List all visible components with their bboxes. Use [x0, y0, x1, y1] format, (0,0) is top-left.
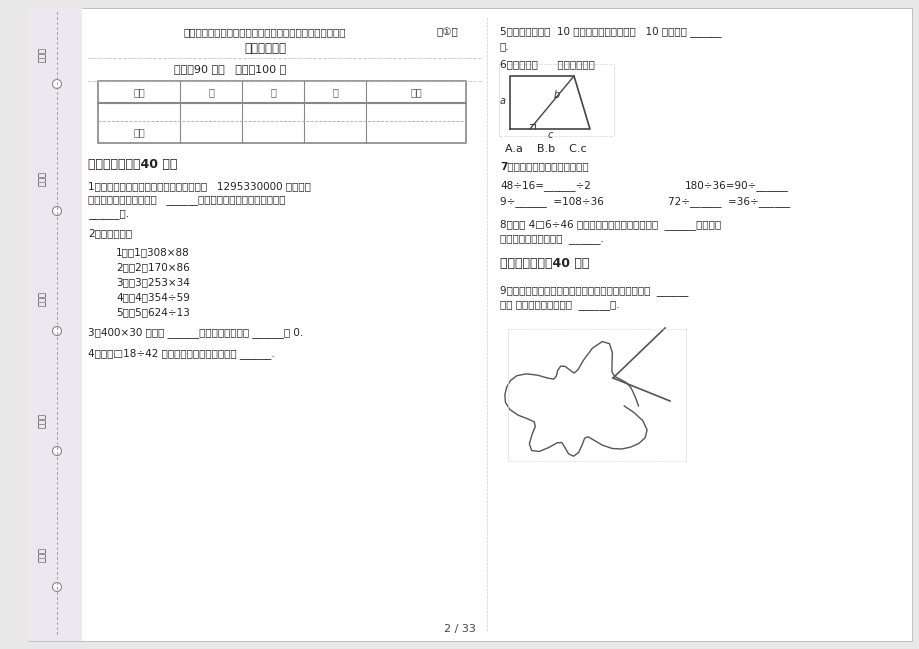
Text: A.a    B.b    C.c: A.a B.b C.c	[505, 144, 586, 154]
Bar	[98, 81, 466, 143]
Text: 48÷16=______÷2: 48÷16=______÷2	[499, 180, 590, 191]
Text: 180÷36=90÷______: 180÷36=90÷______	[685, 180, 788, 191]
Text: 姓名：: 姓名：	[38, 291, 47, 306]
Text: 5．（5）624÷13: 5．（5）624÷13	[116, 307, 189, 317]
Text: 9÷______  =108÷36: 9÷______ =108÷36	[499, 197, 603, 208]
Text: 题号: 题号	[133, 87, 144, 97]
Circle shape	[52, 206, 62, 215]
Text: ______人.: ______人.	[88, 209, 129, 219]
Text: 成以「万」为单位的数是   ______人，省略「亿」后面的尾数约是: 成以「万」为单位的数是 ______人，省略「亿」后面的尾数约是	[88, 195, 285, 205]
Text: 1．（1）308×88: 1．（1）308×88	[116, 247, 189, 257]
Text: 二、综合练习（40 分）: 二、综合练习（40 分）	[499, 258, 589, 271]
Text: 9．如图，一个角被遗住了一部分，先估一估，这是个  ______: 9．如图，一个角被遗住了一部分，先估一估，这是个 ______	[499, 286, 687, 297]
Text: 学校：: 学校：	[38, 546, 47, 561]
Text: 一、基础练习（40 分）: 一、基础练习（40 分）	[88, 158, 177, 171]
Text: 知识练习试卷: 知识练习试卷	[244, 42, 286, 55]
Circle shape	[52, 326, 62, 336]
Text: 5．一个因数扩大  10 倍，另一个因数也扩大   10 倍，则积 ______: 5．一个因数扩大 10 倍，另一个因数也扩大 10 倍，则积 ______	[499, 27, 720, 38]
Text: 一: 一	[208, 87, 214, 97]
Text: 是一位数，口最大可填  ______.: 是一位数，口最大可填 ______.	[499, 234, 603, 244]
Text: 考场：: 考场：	[38, 171, 47, 186]
Text: b: b	[553, 90, 560, 100]
Text: 考号：: 考号：	[38, 47, 47, 62]
Text: 三: 三	[332, 87, 337, 97]
Text: 2 / 33: 2 / 33	[444, 624, 475, 634]
Bar	[28, 8, 82, 641]
Text: 2．列竖式计算: 2．列竖式计算	[88, 228, 132, 238]
Circle shape	[52, 79, 62, 88]
Text: 4．（4）354÷59: 4．（4）354÷59	[116, 292, 189, 302]
Circle shape	[52, 583, 62, 591]
Text: 3．400×30 的积是 ______位数，积的末尾有 ______个 0.: 3．400×30 的积是 ______位数，积的末尾有 ______个 0.	[88, 328, 303, 338]
Text: 时间：90 分钟   满分：100 分: 时间：90 分钟 满分：100 分	[174, 64, 286, 74]
Text: 7．利用商不变的性质，填空。: 7．利用商不变的性质，填空。	[499, 161, 588, 171]
Circle shape	[52, 447, 62, 456]
Text: 倍.: 倍.	[499, 41, 509, 51]
Text: 8．要使 4□6÷46 的商是两位数，口里最小可填  ______，要使商: 8．要使 4□6÷46 的商是两位数，口里最小可填 ______，要使商	[499, 219, 720, 230]
Text: 72÷______  =36÷______: 72÷______ =36÷______	[667, 197, 789, 208]
Text: 6．如图中（      ）是梯形的高: 6．如图中（ ）是梯形的高	[499, 59, 595, 69]
Text: 班级：: 班级：	[38, 413, 47, 428]
Text: 总分: 总分	[410, 87, 422, 97]
Text: 得分: 得分	[133, 127, 144, 137]
Text: 二: 二	[270, 87, 276, 97]
Text: 4．要使□18÷42 的商是一位数，口里最大填 ______.: 4．要使□18÷42 的商是一位数，口里最大填 ______.	[88, 349, 275, 360]
Text: 部编版四年级上学期小学数学过关综合期末真题模拟试卷卷: 部编版四年级上学期小学数学过关综合期末真题模拟试卷卷	[184, 27, 346, 37]
Text: 3．（3）253×34: 3．（3）253×34	[116, 277, 189, 287]
Text: （①）: （①）	[436, 27, 458, 37]
Text: a: a	[499, 96, 505, 106]
Text: 1．第五次人口普查结果公布：中国总人口   1295330000 人，改写: 1．第五次人口普查结果公布：中国总人口 1295330000 人，改写	[88, 181, 311, 191]
Text: 2．（2）170×86: 2．（2）170×86	[116, 262, 189, 272]
Text: c: c	[547, 130, 552, 140]
Text: 角； 再量一量，这个角是  ______度.: 角； 再量一量，这个角是 ______度.	[499, 300, 619, 310]
